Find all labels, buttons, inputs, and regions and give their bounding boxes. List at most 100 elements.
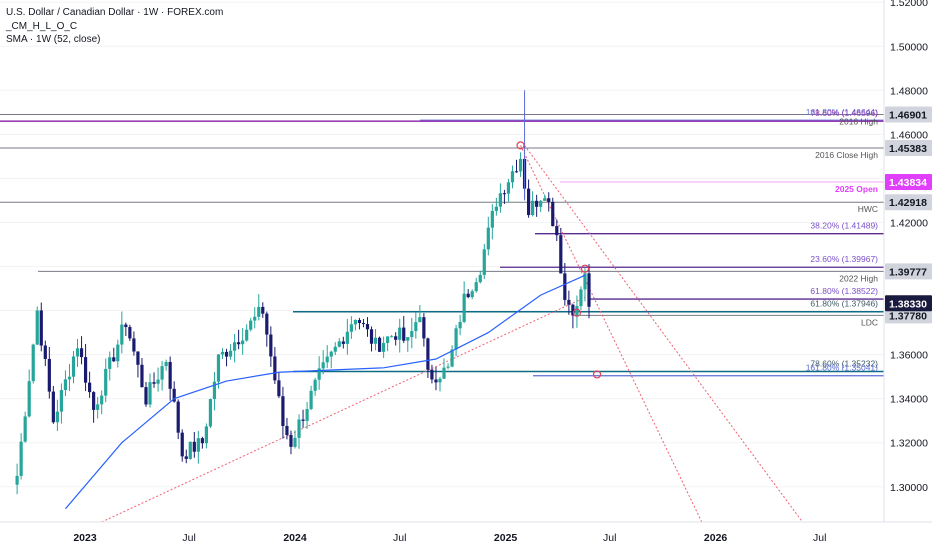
candle-down <box>555 226 559 236</box>
candle-down <box>136 351 140 365</box>
candle-down <box>285 425 289 435</box>
sma-52-line <box>64 274 586 510</box>
indicator-hloc[interactable]: _CM_H_L_O_C <box>6 21 78 32</box>
candle-down <box>567 299 571 305</box>
candle-up <box>539 200 543 207</box>
time-axis: 2023 Jul 2024 Jul 2025 Jul 2026 Jul <box>73 532 826 544</box>
time-tick: Jul <box>393 532 406 544</box>
pivot-marker <box>580 264 590 273</box>
time-tick: 2026 <box>704 532 728 544</box>
candle-up <box>104 368 108 396</box>
candle-up <box>297 419 301 438</box>
level-label: 61.80% (1.37946) <box>810 299 878 309</box>
candle-down <box>430 369 434 380</box>
candle-up <box>55 411 59 423</box>
candle-down <box>47 358 51 392</box>
candle-down <box>289 434 293 447</box>
level-label: HWC <box>858 204 878 214</box>
level-label: 78.60% (1.35232) <box>810 359 878 369</box>
candle-down <box>281 396 285 426</box>
candle-down <box>273 356 277 381</box>
candle-up <box>398 327 402 340</box>
candle-up <box>386 336 390 343</box>
candle-down <box>168 362 172 389</box>
candle-down <box>51 391 55 423</box>
indicator-sma[interactable]: SMA · 1W (52, close) <box>6 34 101 45</box>
candle-up <box>63 379 68 391</box>
candle-up <box>575 306 579 316</box>
candle-down <box>83 357 88 383</box>
candle-up <box>253 316 257 321</box>
candle-down <box>535 200 539 207</box>
candle-up <box>148 382 152 405</box>
candle-down <box>587 273 591 307</box>
candle-up <box>337 341 341 347</box>
sma-line <box>64 274 586 510</box>
candle-up <box>204 426 208 444</box>
candle-down <box>140 364 144 388</box>
candle-up <box>116 344 120 362</box>
candle-up <box>212 381 217 400</box>
trendlines <box>101 145 803 523</box>
candle-up <box>35 310 39 345</box>
candle-up <box>458 321 462 329</box>
candle-up <box>325 356 329 363</box>
price-tick: 1.42000 <box>890 217 928 229</box>
candle-up <box>329 351 333 357</box>
price-tag <box>885 139 932 156</box>
level-label: 2016 Close High <box>815 150 878 160</box>
pivot-markers <box>516 141 602 379</box>
candle-up <box>67 376 72 380</box>
candle-down <box>365 324 370 330</box>
candle-up <box>349 324 353 332</box>
level-label: LDC <box>861 317 878 327</box>
candle-down <box>128 327 132 339</box>
price-tag <box>885 194 932 211</box>
candle-up <box>543 198 547 201</box>
candle-down <box>426 338 430 370</box>
candle-up <box>71 356 76 377</box>
candle-up <box>410 331 414 338</box>
candle-up <box>59 390 64 412</box>
level-lines <box>0 114 884 377</box>
trendline <box>101 296 586 523</box>
price-tag-value: 1.42918 <box>889 197 927 209</box>
price-tick: 1.48000 <box>890 85 928 97</box>
candle-down <box>563 273 567 300</box>
candle-up <box>108 357 112 369</box>
candle-up <box>442 367 446 379</box>
candle-down <box>361 323 366 325</box>
candle-up <box>188 441 192 459</box>
current-price-value: 1.38330 <box>889 298 927 310</box>
price-tag <box>885 263 932 280</box>
candle-up <box>462 293 466 322</box>
candle-up <box>373 337 378 344</box>
price-tag-value: 1.43834 <box>889 177 927 189</box>
time-tick: 2024 <box>283 532 307 544</box>
time-tick: 2023 <box>73 532 97 544</box>
candle-down <box>514 171 519 173</box>
price-tick: 1.50000 <box>890 41 928 53</box>
candle-up <box>494 206 498 211</box>
price-tag-value: 1.39777 <box>889 266 927 278</box>
candle-up <box>583 273 587 290</box>
price-tag <box>885 307 932 324</box>
time-axis-bg <box>0 522 932 550</box>
candle-up <box>390 336 394 338</box>
candle-up <box>317 368 321 380</box>
chart-title: U.S. Dollar / Canadian Dollar · 1W · FOR… <box>6 7 224 18</box>
trendline <box>520 145 703 523</box>
candle-up <box>506 182 511 194</box>
candle-up <box>490 210 494 228</box>
candle-up <box>100 395 104 405</box>
candle-down <box>369 329 374 344</box>
candle-down <box>39 310 43 346</box>
level-label: 78.60% (1.46596) <box>810 108 878 118</box>
candle-down <box>277 380 281 397</box>
candle-up <box>23 416 27 442</box>
candle-down <box>571 304 575 316</box>
candle-down <box>192 441 196 452</box>
level-label: 2025 Open <box>835 184 878 194</box>
